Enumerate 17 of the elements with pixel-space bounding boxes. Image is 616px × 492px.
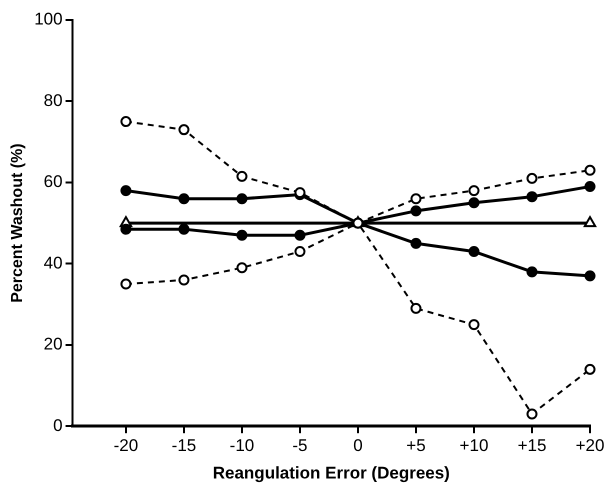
y-tick-label: 20 — [44, 334, 63, 354]
y-tick-label: 40 — [44, 253, 63, 272]
x-tick-label: -5 — [292, 436, 308, 456]
x-tick-label: +15 — [518, 436, 546, 456]
y-axis-title: Percent Washout (%) — [9, 143, 26, 303]
x-tick-label: 0 — [353, 436, 363, 456]
x-tick-label: +10 — [460, 436, 488, 456]
x-tick-label: +5 — [406, 436, 426, 456]
x-tick-label: -15 — [172, 436, 196, 456]
x-tick-label: -20 — [114, 436, 138, 456]
y-tick-label: 80 — [44, 90, 63, 110]
x-axis-title: Reangulation Error (Degrees) — [212, 463, 450, 482]
y-tick-label: 0 — [53, 416, 63, 435]
y-tick-label: 60 — [44, 172, 63, 192]
x-tick-label: -10 — [230, 436, 254, 456]
x-tick-label: +20 — [576, 436, 604, 456]
y-tick-label: 100 — [34, 10, 63, 29]
